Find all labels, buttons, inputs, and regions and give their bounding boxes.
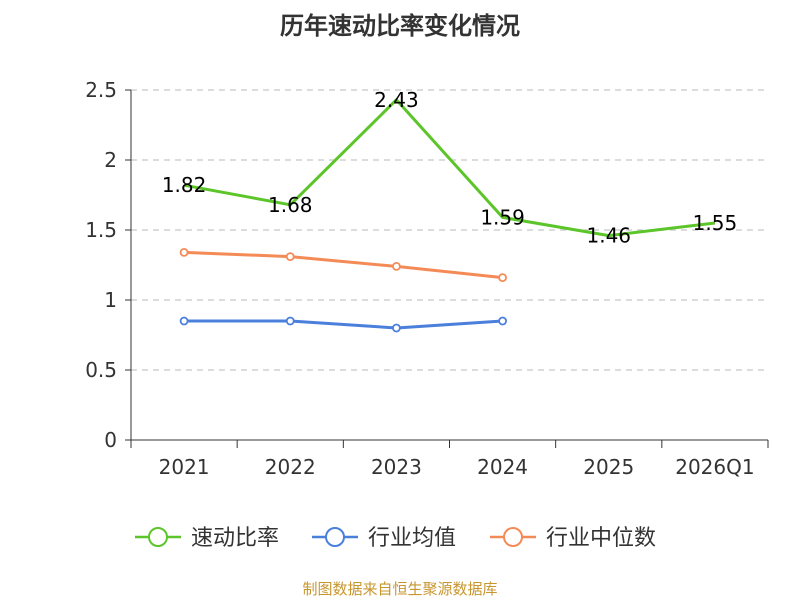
y-tick-label: 1 xyxy=(104,288,117,312)
data-label: 2.43 xyxy=(374,88,419,112)
y-tick-label: 0.5 xyxy=(85,358,117,382)
legend-swatch-marker xyxy=(503,527,523,547)
data-label: 1.82 xyxy=(162,173,207,197)
data-point xyxy=(285,316,295,326)
y-tick-label: 0 xyxy=(104,428,117,452)
x-tick-label: 2021 xyxy=(159,455,210,479)
x-tick-label: 2024 xyxy=(477,455,528,479)
series-line xyxy=(183,98,716,238)
x-tick-label: 2025 xyxy=(583,455,634,479)
legend-label: 速动比率 xyxy=(191,526,279,551)
series-line xyxy=(184,319,503,330)
y-tick-label: 2.5 xyxy=(85,78,117,102)
y-tick-label: 1.5 xyxy=(85,218,117,242)
data-point xyxy=(179,316,189,326)
source-note: 制图数据来自恒生聚源数据库 xyxy=(302,580,497,598)
y-tick-label: 2 xyxy=(104,148,117,172)
series-line xyxy=(184,250,503,280)
data-label: 1.55 xyxy=(693,211,738,235)
data-point xyxy=(498,316,507,326)
data-point xyxy=(285,252,295,262)
x-tick-label: 2026Q1 xyxy=(675,455,754,479)
legend-label: 行业中位数 xyxy=(546,526,656,551)
data-label: 1.46 xyxy=(586,224,631,248)
legend-swatch-marker xyxy=(148,527,168,547)
legend-swatch-marker xyxy=(325,527,345,547)
x-tick-label: 2022 xyxy=(265,455,316,479)
data-point xyxy=(392,323,401,333)
chart-title: 历年速动比率变化情况 xyxy=(280,12,520,40)
data-label: 1.68 xyxy=(268,193,313,217)
data-label: 1.59 xyxy=(480,205,525,229)
data-point xyxy=(498,273,507,283)
data-point xyxy=(179,247,189,257)
legend-label: 行业均值 xyxy=(368,526,456,551)
x-tick-label: 2023 xyxy=(371,455,422,479)
data-point xyxy=(392,261,401,271)
